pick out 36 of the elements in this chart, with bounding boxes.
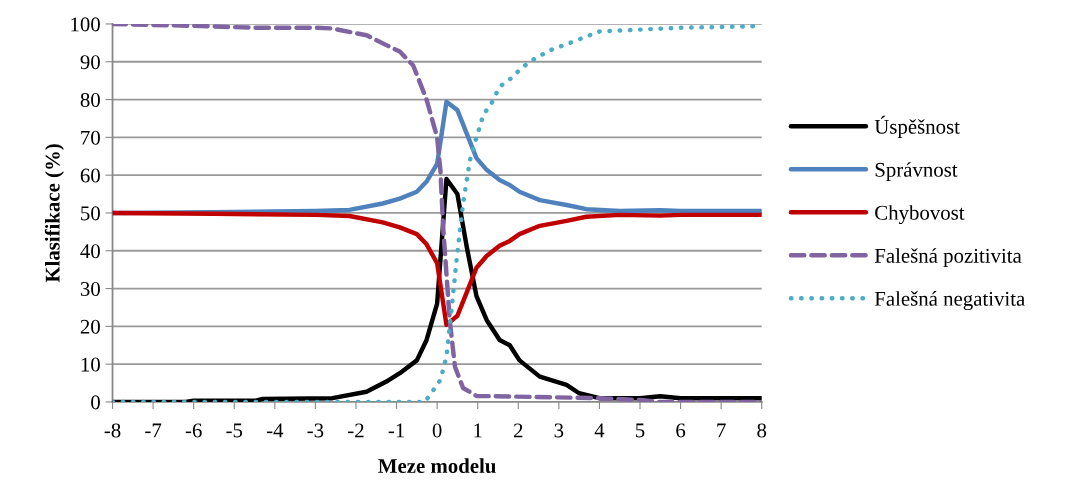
y-tick-label: 30 bbox=[80, 281, 100, 296]
x-tick-label: -4 bbox=[266, 423, 284, 438]
y-tick-label: 100 bbox=[71, 17, 100, 32]
y-tick-label: 40 bbox=[80, 244, 100, 259]
y-tick-label: 90 bbox=[80, 55, 100, 70]
y-tick-label: 60 bbox=[80, 168, 100, 183]
legend-label: Falešná negativita bbox=[874, 291, 1025, 311]
x-tick-label: -3 bbox=[307, 423, 324, 438]
x-tick-label: 6 bbox=[676, 423, 686, 438]
x-tick-label: -8 bbox=[104, 423, 121, 438]
x-tick-label: -6 bbox=[185, 423, 202, 438]
line-series bbox=[112, 210, 762, 328]
y-tick-label: 0 bbox=[91, 395, 100, 410]
x-tick-label: 2 bbox=[513, 423, 523, 438]
legend-label: Falešná pozitivita bbox=[874, 248, 1022, 268]
x-tick-label: -7 bbox=[145, 423, 162, 438]
y-tick-label: 70 bbox=[81, 130, 100, 145]
x-tick-label: -1 bbox=[388, 423, 404, 438]
legend-label: Chybovost bbox=[875, 205, 965, 225]
x-tick-label: -5 bbox=[226, 423, 243, 438]
x-tick-label: 3 bbox=[554, 423, 564, 438]
x-tick-label: 8 bbox=[757, 423, 767, 438]
x-tick-label: 5 bbox=[636, 423, 645, 438]
y-tick-label: 50 bbox=[81, 206, 100, 221]
x-tick-label: 7 bbox=[717, 423, 726, 438]
y-tick-label: 20 bbox=[80, 319, 100, 334]
y-tick-label: 80 bbox=[80, 92, 100, 107]
x-tick-label: 4 bbox=[594, 423, 605, 438]
legend-label: Správnost bbox=[875, 162, 958, 182]
x-axis-title: Meze modelu bbox=[378, 458, 496, 474]
legend-label: Úspěšnost bbox=[874, 115, 960, 139]
y-axis-title: Klasifikace (%) bbox=[44, 144, 64, 283]
x-tick-label: 0 bbox=[432, 423, 442, 438]
x-tick-label: 1 bbox=[474, 423, 482, 438]
x-tick-label: -2 bbox=[348, 423, 364, 438]
y-tick-label: 10 bbox=[81, 357, 100, 372]
